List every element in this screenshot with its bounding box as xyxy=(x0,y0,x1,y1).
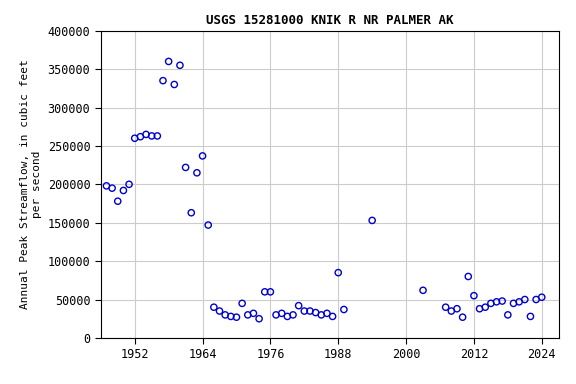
Point xyxy=(498,298,507,304)
Point xyxy=(452,306,461,312)
Point xyxy=(142,131,151,137)
Point xyxy=(164,58,173,65)
Point xyxy=(509,300,518,306)
Point xyxy=(170,81,179,88)
Point xyxy=(209,304,218,310)
Point xyxy=(469,293,479,299)
Point xyxy=(215,308,224,314)
Point xyxy=(153,133,162,139)
Point xyxy=(328,313,337,319)
Point xyxy=(226,313,236,319)
Point xyxy=(203,222,213,228)
Point xyxy=(492,299,501,305)
Point xyxy=(277,310,286,316)
Point xyxy=(102,183,111,189)
Point xyxy=(447,308,456,314)
Point xyxy=(158,78,168,84)
Point xyxy=(243,312,252,318)
Point xyxy=(323,310,332,316)
Point xyxy=(294,303,304,309)
Point xyxy=(311,310,320,316)
Point xyxy=(514,299,524,305)
Point xyxy=(147,133,156,139)
Point xyxy=(300,308,309,314)
Point xyxy=(187,210,196,216)
Point xyxy=(532,296,541,303)
Point xyxy=(237,300,247,306)
Point xyxy=(119,187,128,194)
Point xyxy=(520,296,529,303)
Point xyxy=(271,312,281,318)
Point xyxy=(334,270,343,276)
Point xyxy=(367,217,377,223)
Point xyxy=(192,170,202,176)
Point xyxy=(108,185,117,191)
Point xyxy=(486,300,495,306)
Point xyxy=(255,316,264,322)
Point xyxy=(260,289,270,295)
Point xyxy=(441,304,450,310)
Point xyxy=(475,306,484,312)
Point xyxy=(458,314,467,320)
Point xyxy=(130,135,139,141)
Point xyxy=(249,310,258,316)
Y-axis label: Annual Peak Streamflow, in cubic feet
per second: Annual Peak Streamflow, in cubic feet pe… xyxy=(21,60,42,309)
Point xyxy=(283,313,292,319)
Point xyxy=(317,312,326,318)
Point xyxy=(305,308,314,314)
Point xyxy=(181,164,190,170)
Point xyxy=(175,62,184,68)
Point xyxy=(266,289,275,295)
Point xyxy=(339,306,348,313)
Point xyxy=(418,287,427,293)
Point xyxy=(537,294,547,300)
Point xyxy=(113,198,122,204)
Point xyxy=(289,312,298,318)
Point xyxy=(198,153,207,159)
Point xyxy=(124,181,134,187)
Point xyxy=(221,312,230,318)
Point xyxy=(503,312,513,318)
Point xyxy=(136,134,145,140)
Point xyxy=(480,304,490,310)
Title: USGS 15281000 KNIK R NR PALMER AK: USGS 15281000 KNIK R NR PALMER AK xyxy=(206,14,453,27)
Point xyxy=(526,313,535,319)
Point xyxy=(232,314,241,320)
Point xyxy=(464,273,473,280)
